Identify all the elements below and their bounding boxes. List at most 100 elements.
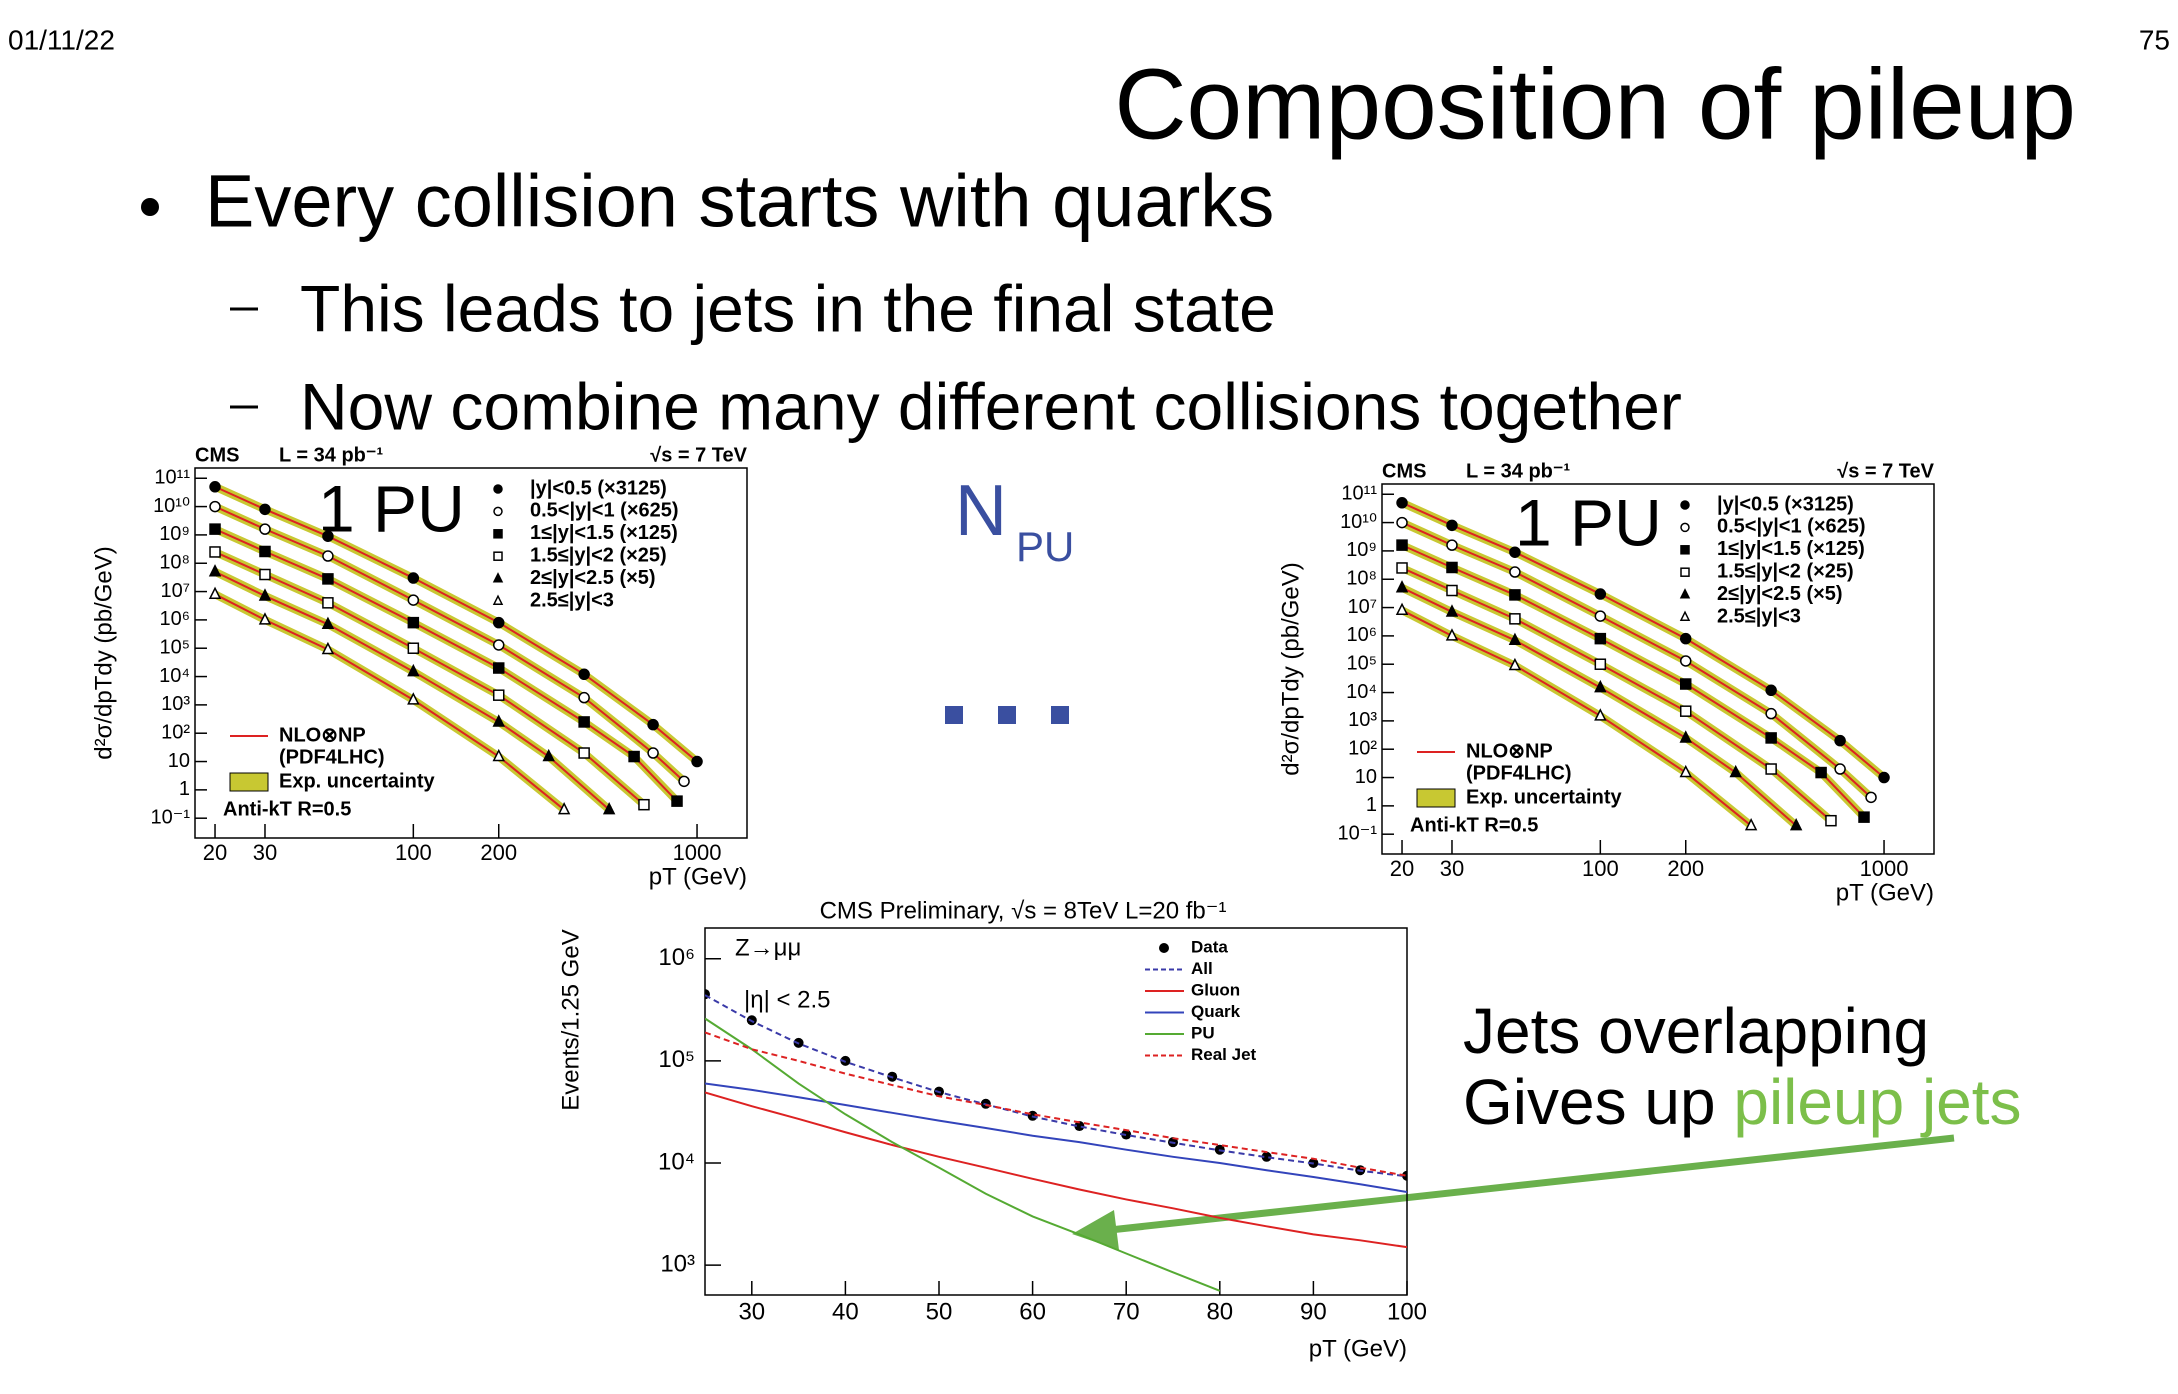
data-marker [209, 523, 221, 535]
data-marker [1744, 817, 1758, 831]
legend-marker [493, 484, 503, 494]
data-marker [1446, 561, 1458, 574]
data-marker [678, 775, 690, 788]
data-marker [492, 689, 505, 701]
x-axis-label: pT (GeV) [649, 863, 747, 890]
data-marker [1508, 632, 1522, 646]
data-marker [259, 503, 271, 516]
y-tick-label: 10⁶ [658, 944, 695, 971]
theory-curve [214, 485, 698, 763]
data-marker [1679, 655, 1692, 667]
legend-marker [1159, 943, 1169, 953]
plot-frame [1381, 483, 1935, 855]
data-marker [258, 588, 272, 601]
annotation: Anti-kT R=0.5 [1410, 814, 1538, 836]
chart-title: CMS Preliminary, √s = 8TeV L=20 fb⁻¹ [820, 897, 1227, 924]
callout-highlight: pileup jets [1733, 1066, 2021, 1138]
data-marker [1594, 658, 1607, 670]
series-line [705, 1091, 1407, 1249]
legend-marker [1680, 545, 1690, 555]
theory-curve [214, 505, 685, 783]
series-line [705, 1082, 1407, 1193]
x-tick-label: 100 [395, 840, 432, 865]
data-marker [209, 481, 221, 493]
legend-label: NLO⊗NP [279, 724, 366, 746]
y-tick-label: 10⁴ [159, 665, 190, 687]
data-marker [1679, 730, 1692, 743]
data-marker [1834, 763, 1846, 775]
theory-curve [1401, 521, 1872, 799]
data-marker [1679, 764, 1692, 778]
y-tick-label: 10⁵ [159, 637, 190, 659]
data-marker [1815, 766, 1827, 779]
data-point [1074, 1121, 1085, 1132]
legend-label: Exp. uncertainty [1466, 786, 1622, 808]
data-marker [1594, 588, 1607, 600]
data-marker [209, 546, 221, 558]
ellipsis-dot [998, 706, 1016, 724]
theory-curve [1401, 544, 1865, 818]
legend-label: 0.5<|y|<1 (×625) [1717, 516, 1866, 538]
data-marker [258, 612, 272, 625]
x-tick-label: 100 [1387, 1298, 1427, 1325]
theory-curve [214, 528, 678, 802]
y-tick-label: 10³ [161, 693, 190, 715]
y-tick-label: 10³ [1348, 709, 1377, 731]
data-marker [1395, 602, 1409, 616]
data-marker [1509, 546, 1521, 558]
legend-label: (PDF4LHC) [1466, 762, 1572, 784]
data-marker [578, 691, 590, 704]
data-marker [557, 801, 571, 815]
y-tick-label: 10⁶ [1347, 624, 1377, 646]
series-line [705, 1031, 1407, 1177]
y-tick-label: 10⁵ [658, 1046, 695, 1073]
data-marker [1395, 580, 1409, 593]
y-tick-label: 10¹⁰ [153, 495, 190, 517]
data-marker [542, 748, 555, 762]
y-tick-label: 10⁴ [1346, 681, 1377, 703]
legend-label: Data [1191, 937, 1228, 956]
energy-label: √s = 7 TeV [650, 444, 747, 466]
data-marker [259, 523, 271, 535]
data-marker [1825, 814, 1837, 827]
x-tick-label: 30 [253, 840, 277, 865]
data-marker [1396, 562, 1408, 574]
data-marker [208, 586, 222, 600]
data-marker [321, 641, 335, 655]
x-tick-label: 40 [832, 1298, 859, 1325]
data-marker [209, 500, 221, 513]
legend-label: Exp. uncertainty [279, 770, 435, 792]
x-tick-label: 50 [926, 1298, 953, 1325]
data-marker [259, 545, 271, 558]
energy-label: √s = 7 TeV [1837, 460, 1934, 482]
series-line [705, 994, 1407, 1178]
data-marker [647, 747, 659, 759]
legend-label: Real Jet [1191, 1045, 1257, 1064]
bullet-dot [141, 198, 159, 216]
data-marker [1396, 539, 1408, 551]
lumi-label: L = 34 pb⁻¹ [1466, 460, 1570, 482]
data-marker [638, 798, 650, 811]
data-marker [1396, 516, 1408, 529]
data-marker [1765, 684, 1777, 697]
data-point [1261, 1151, 1272, 1162]
data-marker [1789, 817, 1803, 831]
data-marker [1509, 566, 1521, 578]
legend-marker [1680, 567, 1690, 577]
data-marker [1509, 589, 1521, 601]
data-marker [407, 572, 420, 584]
data-marker [492, 639, 505, 651]
y-tick-label: 10¹¹ [154, 467, 190, 489]
y-tick-label: 10⁶ [160, 608, 190, 630]
data-marker [1446, 519, 1458, 532]
slide-date: 01/11/22 [8, 24, 115, 55]
x-tick-label: 100 [1582, 856, 1619, 881]
legend-label: Quark [1191, 1002, 1241, 1021]
y-tick-label: 10 [1355, 766, 1377, 788]
data-marker [322, 550, 334, 562]
data-marker [407, 616, 420, 629]
data-marker [671, 795, 683, 807]
experiment-label: CMS [1382, 460, 1426, 482]
legend-band [1416, 788, 1456, 808]
